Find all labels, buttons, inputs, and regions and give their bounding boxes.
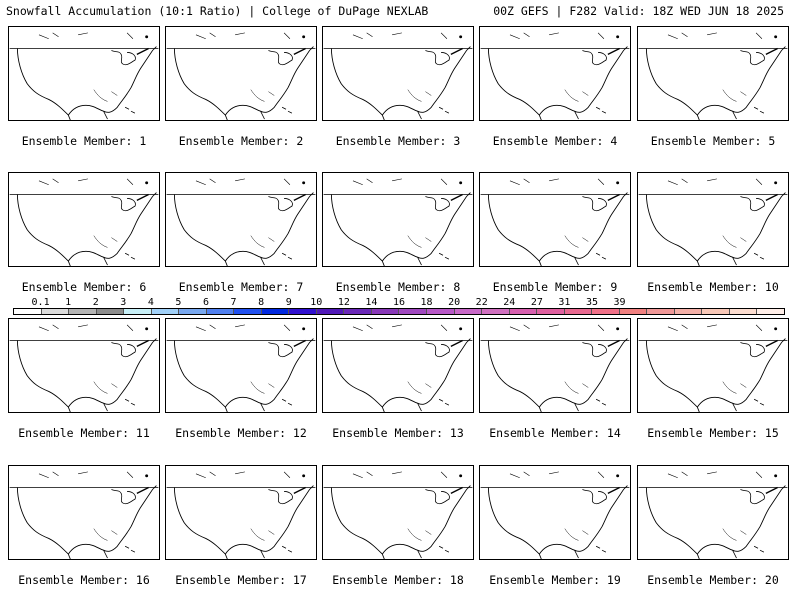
colorbar-swatch — [14, 309, 42, 314]
model-valid-time: 00Z GEFS | F282 Valid: 18Z WED JUN 18 20… — [493, 4, 784, 18]
ensemble-map-panel — [479, 26, 631, 121]
colorbar-tick-label: 3 — [120, 297, 127, 308]
colorbar-swatch — [261, 309, 290, 314]
map-title: Snowfall Accumulation (10:1 Ratio) | Col… — [6, 4, 429, 18]
colorbar-swatch — [757, 309, 784, 314]
ensemble-map-panel — [637, 465, 789, 560]
colorbar-tick-label: 8 — [258, 297, 265, 308]
colorbar-tick-label: 14 — [365, 297, 378, 308]
colorbar-swatch — [206, 309, 235, 314]
colorbar-swatch — [344, 309, 372, 314]
colorbar-swatch — [69, 309, 97, 314]
colorbar-tick-label: 10 — [310, 297, 323, 308]
ensemble-map-panel — [479, 172, 631, 267]
ensemble-map-panel — [322, 26, 474, 121]
colorbar-swatch — [592, 309, 620, 314]
colorbar-swatch — [151, 309, 180, 314]
ensemble-member-caption: Ensemble Member: 12 — [175, 426, 307, 440]
colorbar-swatch — [371, 309, 400, 314]
ensemble-member-caption: Ensemble Member: 17 — [175, 573, 307, 587]
ensemble-map-panel — [165, 465, 317, 560]
ensemble-map-panel — [322, 318, 474, 413]
colorbar-tick-label: 20 — [448, 297, 461, 308]
ensemble-member-caption: Ensemble Member: 8 — [335, 280, 461, 294]
colorbar-tick-label: 35 — [585, 297, 599, 308]
ensemble-member-caption: Ensemble Member: 15 — [647, 426, 779, 440]
ensemble-map-panel — [637, 172, 789, 267]
ensemble-member-caption: Ensemble Member: 4 — [492, 134, 618, 148]
colorbar-tick-label: 4 — [147, 297, 154, 308]
ensemble-map-panel — [8, 465, 160, 560]
ensemble-member-caption: Ensemble Member: 2 — [178, 134, 304, 148]
ensemble-member-caption: Ensemble Member: 5 — [650, 134, 776, 148]
colorbar-tick-label: 31 — [558, 297, 571, 308]
colorbar-swatch — [289, 309, 317, 314]
colorbar-tick-label: 39 — [613, 297, 626, 308]
ensemble-member-caption: Ensemble Member: 3 — [335, 134, 461, 148]
colorbar-swatch — [399, 309, 427, 314]
colorbar-tick-label: 0.1 — [31, 297, 50, 308]
ensemble-member-caption: Ensemble Member: 16 — [18, 573, 150, 587]
colorbar-swatch — [647, 309, 675, 314]
colorbar-swatch — [482, 309, 510, 314]
colorbar-swatch — [729, 309, 758, 314]
colorbar-tick-label: 16 — [392, 297, 406, 308]
ensemble-member-caption: Ensemble Member: 9 — [492, 280, 618, 294]
colorbar-tick-label: 22 — [475, 297, 488, 308]
ensemble-map-panel — [322, 465, 474, 560]
colorbar-swatch — [426, 309, 455, 314]
ensemble-member-caption: Ensemble Member: 13 — [332, 426, 464, 440]
ensemble-member-caption: Ensemble Member: 10 — [647, 280, 779, 294]
ensemble-map-panel — [8, 26, 160, 121]
colorbar-tick-label: 6 — [202, 297, 210, 308]
colorbar-swatch — [316, 309, 345, 314]
colorbar-tick-label: 24 — [503, 297, 516, 308]
colorbar-swatch — [509, 309, 538, 314]
colorbar-swatch — [537, 309, 565, 314]
colorbar-tick-label: 2 — [92, 297, 99, 308]
ensemble-member-caption: Ensemble Member: 11 — [18, 426, 150, 440]
ensemble-map-panel — [8, 318, 160, 413]
colorbar-swatch — [674, 309, 703, 314]
ensemble-map-panel — [479, 318, 631, 413]
colorbar-tick-label: 7 — [230, 297, 237, 308]
ensemble-member-caption: Ensemble Member: 18 — [332, 573, 464, 587]
ensemble-map-panel — [637, 26, 789, 121]
ensemble-member-caption: Ensemble Member: 1 — [21, 134, 147, 148]
snowfall-colorbar — [13, 308, 785, 315]
colorbar-swatch — [41, 309, 70, 314]
ensemble-member-caption: Ensemble Member: 7 — [178, 280, 304, 294]
colorbar-swatch — [179, 309, 207, 314]
colorbar-swatch — [124, 309, 152, 314]
ensemble-map-panel — [322, 172, 474, 267]
colorbar-tick-label: 18 — [420, 297, 433, 308]
ensemble-map-panel — [637, 318, 789, 413]
colorbar-tick-labels: 0.1 1 2 3 4 5 6 7 8 9 10 12 14 16 18 20 22 24 27 31 35 39 — [13, 297, 785, 309]
colorbar-swatch — [619, 309, 648, 314]
colorbar-tick-label: 27 — [530, 297, 543, 308]
colorbar-tick-label: 9 — [285, 297, 292, 308]
ensemble-member-caption: Ensemble Member: 20 — [647, 573, 779, 587]
ensemble-map-panel — [165, 318, 317, 413]
colorbar-swatch — [564, 309, 593, 314]
colorbar-tick-label: 1 — [65, 297, 72, 308]
ensemble-member-caption: Ensemble Member: 6 — [21, 280, 147, 294]
colorbar-swatch — [96, 309, 125, 314]
colorbar-tick-label: 5 — [175, 297, 182, 308]
colorbar-swatch — [454, 309, 483, 314]
ensemble-member-caption: Ensemble Member: 19 — [489, 573, 621, 587]
ensemble-member-caption: Ensemble Member: 14 — [489, 426, 621, 440]
ensemble-map-panel — [165, 172, 317, 267]
ensemble-map-panel — [8, 172, 160, 267]
ensemble-map-panel — [165, 26, 317, 121]
colorbar-swatch — [234, 309, 262, 314]
colorbar-swatch — [702, 309, 730, 314]
colorbar-tick-label: 12 — [337, 297, 350, 308]
ensemble-map-panel — [479, 465, 631, 560]
